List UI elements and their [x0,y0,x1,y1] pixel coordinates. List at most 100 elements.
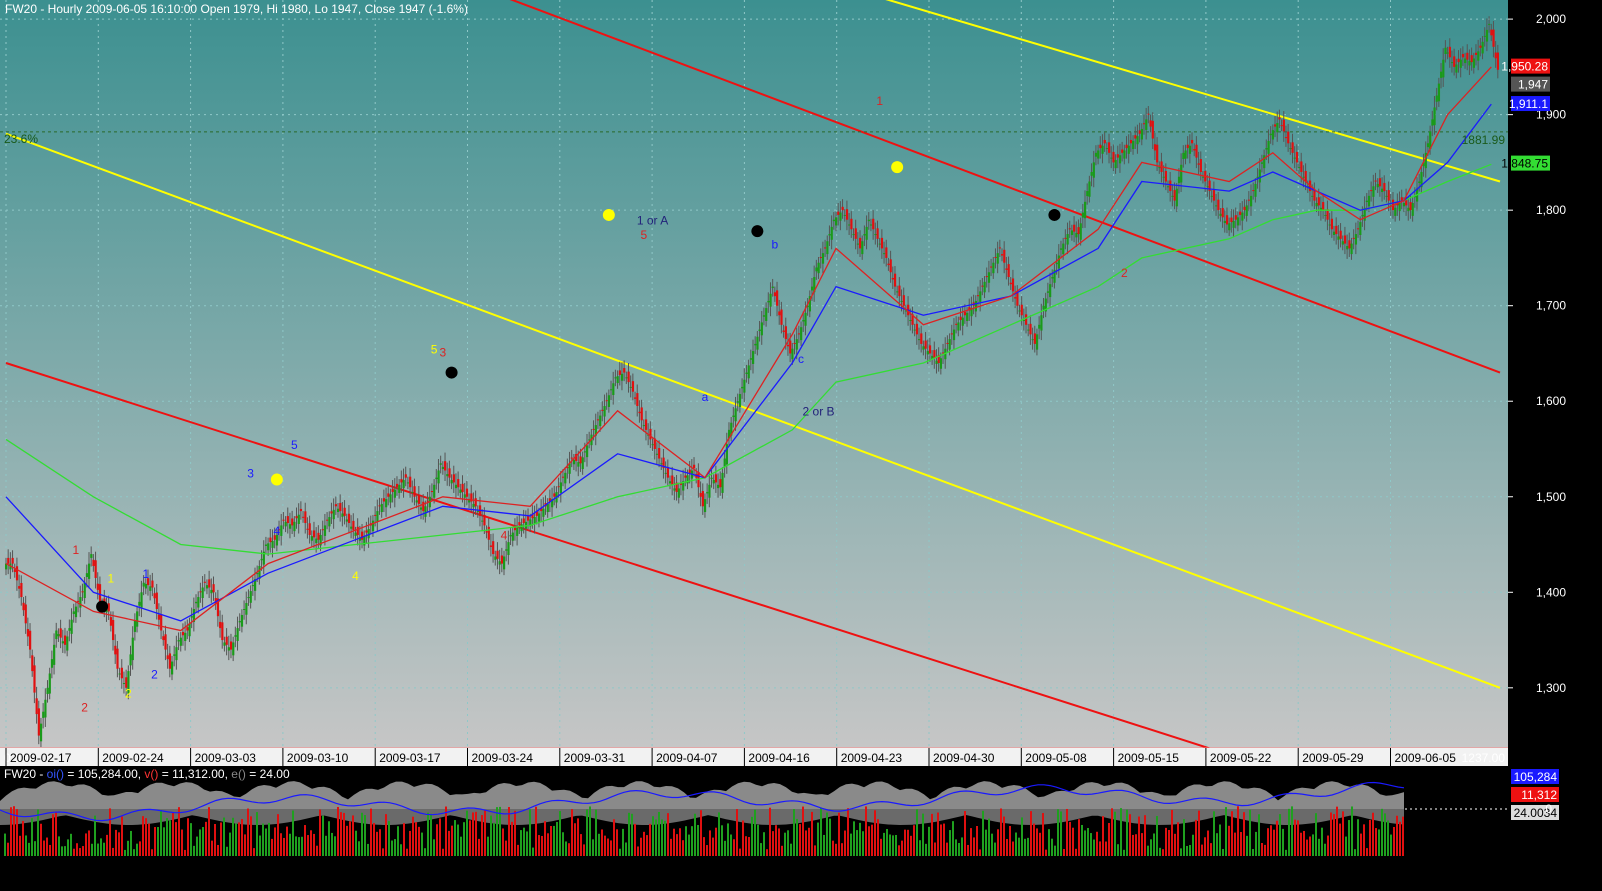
candle [7,557,10,564]
volume-bar [883,832,885,856]
candle [671,475,674,485]
candle [1182,152,1185,160]
price-tag-label: 1,911.1 [1509,97,1548,111]
lower-pane-title: FW20 - oi() = 105,284.00, v() = 11,312.0… [4,767,290,781]
volume-bar [133,849,135,856]
candle [343,507,346,516]
candle [1289,148,1292,150]
candle [212,584,215,593]
candle [199,591,202,593]
candle [854,228,857,239]
volume-bar [496,807,498,856]
candle [129,654,132,666]
volume-bar [1099,841,1101,856]
volume-bar [61,846,63,856]
volume-bar [676,834,678,856]
volume-bar [484,810,486,856]
oi-value: = 105,284.00, [64,767,144,781]
x-tick-label: 2009-04-30 [933,751,995,765]
candle [88,563,91,579]
volume-bar [1240,832,1242,856]
candle [1324,214,1327,216]
candle [1402,203,1406,207]
candle [201,587,204,599]
candle [13,569,16,572]
candle [1313,190,1316,201]
candle [37,708,40,736]
candle [937,354,940,364]
candle [1448,46,1451,58]
volume-bar [376,831,378,856]
candle [1466,52,1469,60]
candle [821,253,825,264]
candle [1350,243,1353,255]
candle [232,642,235,656]
volume-bar [1372,812,1374,856]
candle [1029,323,1032,335]
volume-bar [586,809,588,856]
wave-label: 2 [1121,266,1128,280]
candle [494,556,497,560]
volume-bar [466,810,468,856]
candle [1250,195,1253,207]
volume-bar [469,820,471,856]
candle [1114,160,1117,169]
candle [162,636,165,641]
candle [1016,292,1019,306]
volume-bar [373,822,375,856]
price-tag [1511,58,1550,74]
candle [1453,56,1456,67]
candle [620,373,624,381]
candle [1490,29,1493,36]
volume-bar [427,812,429,856]
volume-bar [16,809,18,856]
chart-title: FW20 - Hourly 2009-06-05 16:10:00 Open 1… [5,2,468,16]
volume-bar [964,811,966,856]
volume-bar [343,812,345,856]
candle [979,291,982,302]
volume-bar [94,815,96,856]
candle [1142,123,1146,125]
candle [90,554,93,558]
candle [260,558,263,561]
volume-bar [616,829,618,856]
volume-bar [895,834,897,856]
candle [168,653,172,669]
candle [136,611,139,627]
candle [98,584,102,602]
candle [553,493,556,497]
candle [1409,202,1412,211]
candle [572,459,576,465]
volume-bar [409,830,411,856]
volume-bar [1210,843,1212,856]
candle [395,483,399,488]
candle [968,307,971,311]
candle [363,536,366,546]
candle [278,529,281,531]
volume-bar [868,826,870,856]
volume-bar [1246,835,1248,856]
candle [319,534,322,546]
volume-bar [439,818,441,856]
candle [1230,217,1233,223]
candle [1431,119,1434,126]
candle [160,614,163,631]
candle [1302,176,1305,178]
candle [1284,137,1288,139]
volume-bar [1204,837,1206,856]
candle [1062,243,1065,255]
candle [952,329,956,341]
candle [900,300,903,302]
candle [1162,176,1165,178]
candle [1049,284,1052,298]
trend-line-red [5,362,1212,748]
volume-bar [1027,837,1029,856]
volume-bar [1192,834,1194,856]
volume-bar [787,830,789,856]
candle [1370,190,1373,192]
volume-bar [589,806,591,856]
volume-bar [1123,849,1125,856]
volume-bar [25,835,27,856]
volume-bar [523,827,525,856]
volume-bar [892,835,894,856]
